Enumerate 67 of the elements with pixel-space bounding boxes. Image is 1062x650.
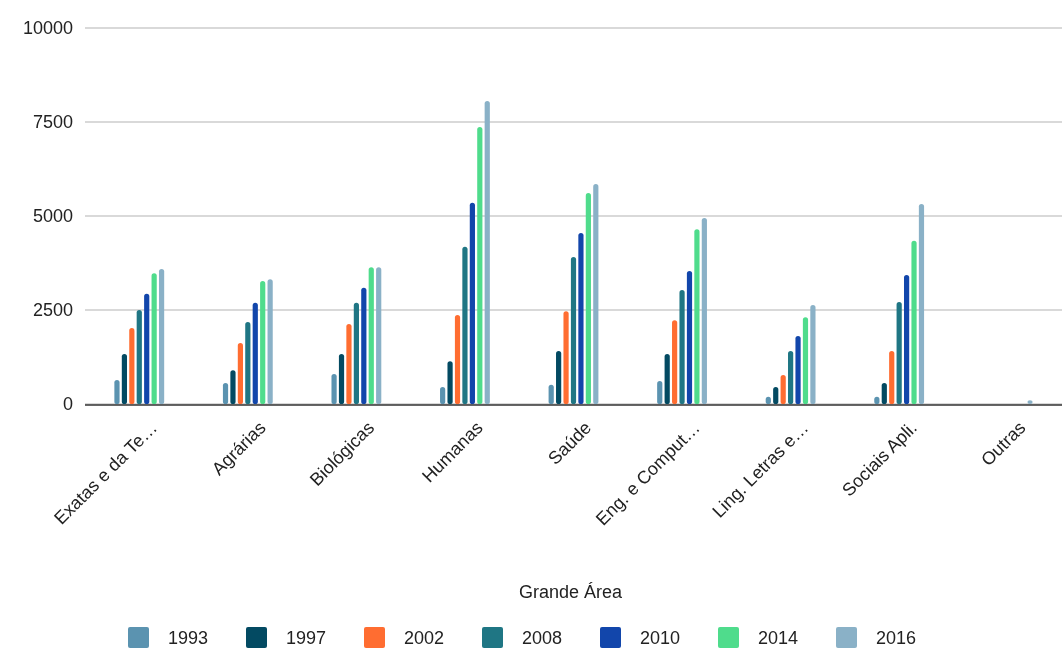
- bar: [144, 293, 150, 404]
- bar: [556, 350, 562, 404]
- y-tick-label: 0: [62, 394, 73, 415]
- bar: [881, 382, 887, 404]
- bar: [701, 217, 707, 404]
- x-axis-title: Grande Área: [518, 582, 624, 602]
- bar: [222, 382, 229, 404]
- y-tick-label: 7500: [32, 112, 73, 133]
- bar: [664, 353, 670, 404]
- bar: [585, 193, 591, 404]
- bar: [788, 350, 794, 404]
- bar: [136, 310, 142, 404]
- y-tick-label: 10000: [22, 18, 73, 39]
- bar: [129, 328, 135, 404]
- bar: [773, 387, 779, 404]
- legend-label: 2014: [758, 628, 799, 649]
- bar: [440, 387, 446, 404]
- bar: [672, 320, 678, 404]
- legend-label: 2010: [640, 628, 681, 649]
- bar: [260, 281, 266, 404]
- bar: [376, 267, 382, 404]
- bar: [889, 350, 895, 404]
- bar: [570, 256, 577, 404]
- bar: [331, 373, 337, 404]
- bar: [657, 381, 663, 404]
- bar: [151, 273, 157, 404]
- bar: [454, 314, 461, 404]
- legend-label: 1997: [286, 628, 327, 649]
- bar: [686, 270, 693, 404]
- y-tick-label: 5000: [32, 206, 73, 227]
- bar: [462, 246, 468, 404]
- bar: [810, 305, 816, 404]
- bar: [121, 353, 128, 404]
- bar: [484, 100, 490, 404]
- bar: [469, 202, 475, 404]
- bar: [237, 343, 243, 404]
- bar: [904, 275, 910, 404]
- bar: [252, 302, 258, 404]
- legend-label: 2008: [522, 628, 563, 649]
- bar: [694, 229, 700, 404]
- bar: [361, 287, 367, 404]
- bar: [368, 267, 374, 404]
- bar: [918, 203, 925, 404]
- bar: [593, 184, 599, 404]
- bar: [679, 290, 685, 404]
- bar: [158, 269, 165, 404]
- y-tick-label: 2500: [32, 300, 73, 321]
- bar: [563, 311, 569, 404]
- bar: [795, 335, 801, 404]
- bar: [578, 232, 584, 404]
- bar: [267, 279, 273, 404]
- bar: [353, 302, 359, 404]
- legend-label: 2016: [876, 628, 917, 649]
- bar: [338, 353, 345, 404]
- legend-label: 2002: [404, 628, 445, 649]
- bar: [911, 240, 917, 404]
- bar: [548, 384, 554, 404]
- legend-label: 1993: [168, 628, 209, 649]
- bar: [346, 323, 352, 404]
- bar: [896, 302, 902, 404]
- bar: [447, 361, 453, 404]
- bar: [114, 379, 120, 404]
- bar: [230, 370, 236, 404]
- bar: [245, 322, 251, 404]
- bar: [802, 317, 809, 404]
- bar: [780, 375, 786, 404]
- bar: [477, 126, 483, 404]
